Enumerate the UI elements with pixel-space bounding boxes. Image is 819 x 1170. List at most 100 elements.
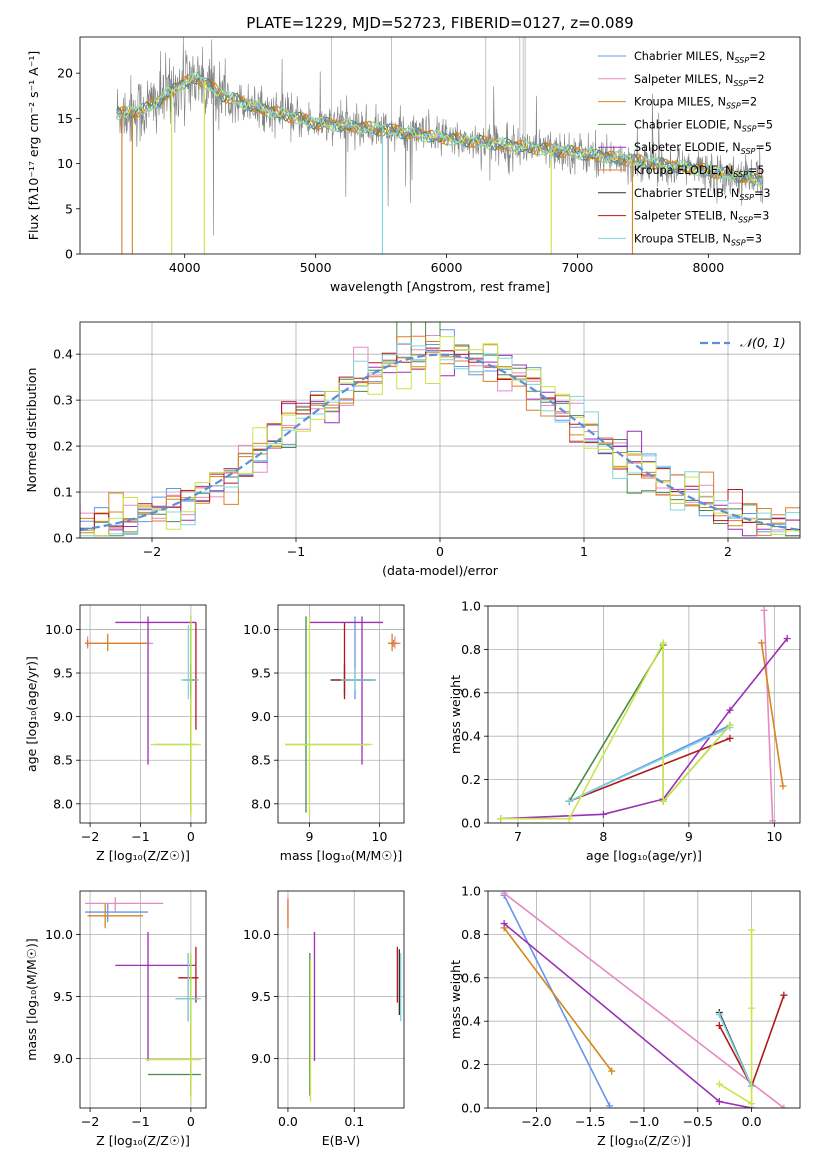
spectrum-axes: 4000 5000 6000 7000 8000 0 5 10 15 20 wavelength […	[26, 51, 724, 294]
residuals-frame	[79, 321, 801, 539]
legend-entry: Chabrier STELIB, NSSP=3	[634, 187, 771, 202]
y-tick-label: 1.0	[461, 599, 481, 614]
legend-entry: Salpeter ELODIE, NSSP=5	[634, 141, 772, 156]
residual-histograms	[80, 322, 800, 537]
weight-line	[500, 638, 788, 820]
y-axis-label: mass [log₁₀(M/M☉)]	[24, 938, 39, 1060]
y-tick-label: 0.0	[461, 1101, 481, 1116]
y-tick-label: 10.0	[243, 927, 271, 942]
x-tick-label: −1	[131, 829, 149, 844]
mass_vs_ebv-errorbars	[287, 897, 402, 1102]
x-tick-label: 7	[514, 829, 522, 844]
weight-line	[718, 1014, 753, 1087]
y-tick-label: 1.0	[461, 884, 481, 899]
spectrum-frame	[79, 36, 801, 255]
age_vs_z-errorbars	[85, 616, 201, 817]
weight-line	[568, 737, 731, 803]
legend-entry: 𝒩(0, 1)	[740, 335, 786, 350]
x-tick-label: −1	[287, 544, 305, 559]
x-tick-label: 5000	[300, 260, 332, 275]
x-tick-label: −2	[81, 1114, 99, 1129]
weight_vs_age-axes: 7 8 9 10 0.0 0.2 0.4 0.6 0.8 1.0 age [log₁₀(age/yr…	[448, 599, 800, 863]
weight_vs_age-frame	[487, 605, 801, 824]
y-tick-label: 9.5	[251, 989, 271, 1004]
age_vs_z-frame	[79, 604, 207, 824]
y-tick-label: 0.2	[461, 1057, 481, 1072]
y-tick-label: 8.5	[251, 753, 271, 768]
x-tick-label: −2	[143, 544, 161, 559]
x-tick-label: 8000	[692, 260, 724, 275]
x-tick-label: 10	[372, 829, 388, 844]
y-tick-label: 8.0	[53, 796, 73, 811]
y-tick-label: 9.0	[53, 709, 73, 724]
y-tick-label: 0.1	[53, 485, 73, 500]
legend-entry: Kroupa MILES, NSSP=2	[634, 96, 757, 111]
y-tick-label: 0.6	[461, 685, 481, 700]
weight_vs_age-lines	[497, 606, 791, 823]
y-tick-label: 15	[57, 111, 73, 126]
weight-line	[503, 894, 611, 1107]
weight-line	[503, 922, 752, 1108]
y-tick-label: 0.4	[53, 347, 73, 362]
y-tick-label: 0	[65, 247, 73, 262]
y-tick-label: 0.3	[53, 393, 73, 408]
y-tick-label: 10.0	[45, 927, 73, 942]
y-tick-label: 0.2	[53, 439, 73, 454]
legend-entry: Kroupa STELIB, NSSP=3	[634, 232, 762, 247]
y-axis-label: mass weight	[448, 960, 463, 1039]
weight-line	[760, 642, 784, 787]
weight-line	[503, 927, 613, 1072]
y-axis-label: Normed distribution	[24, 368, 39, 493]
x-tick-label: 2	[724, 544, 732, 559]
x-tick-label: −0.5	[683, 1114, 713, 1129]
x-tick-label: 10	[766, 829, 782, 844]
model-fit-line	[116, 72, 763, 187]
x-tick-label: 0.0	[742, 1114, 762, 1129]
mass_vs_z-errorbars	[85, 897, 201, 1102]
x-axis-label: Z [log₁₀(Z/Z☉)]	[96, 1133, 190, 1148]
legend-entry: Chabrier ELODIE, NSSP=5	[634, 118, 773, 133]
y-tick-label: 8.5	[53, 753, 73, 768]
y-tick-label: 9.5	[53, 989, 73, 1004]
x-tick-label: −2	[81, 829, 99, 844]
weight-line	[568, 726, 731, 803]
mass_vs_ebv-frame	[277, 890, 405, 1109]
weight_vs_z-lines	[500, 891, 788, 1108]
mass_vs_ebv-axes: 0.0 0.1 9.0 9.5 10.0 E(B-V)	[243, 891, 404, 1148]
x-tick-label: 7000	[562, 260, 594, 275]
x-tick-label: 0	[436, 544, 444, 559]
model-fit-line	[116, 75, 763, 184]
y-tick-label: 0.6	[461, 970, 481, 985]
y-tick-label: 0.0	[461, 816, 481, 831]
mass_vs_z-frame	[79, 890, 207, 1109]
model-fit-line	[116, 71, 763, 188]
x-axis-label: (data-model)/error	[382, 563, 499, 578]
x-tick-label: −1.5	[575, 1114, 605, 1129]
x-tick-label: −1.0	[629, 1114, 659, 1129]
y-tick-label: 10.0	[243, 622, 271, 637]
spectrum-legend: Chabrier MILES, NSSP=2 Salpeter MILES, NS…	[598, 50, 773, 247]
y-tick-label: 20	[57, 66, 73, 81]
legend-entry: Chabrier MILES, NSSP=2	[634, 50, 766, 65]
y-tick-label: 9.0	[53, 1051, 73, 1066]
y-tick-label: 8.0	[251, 796, 271, 811]
age_vs_mass-axes: 9 10 8.0 8.5 9.0 9.5 10.0 mass [log₁₀(M/M☉)]	[243, 605, 404, 863]
y-tick-label: 0.0	[53, 531, 73, 546]
weight-line	[718, 930, 753, 1106]
legend-entry: Salpeter STELIB, NSSP=3	[634, 210, 769, 225]
y-tick-label: 0.4	[461, 729, 481, 744]
x-axis-label: E(B-V)	[322, 1133, 361, 1148]
x-tick-label: 1	[580, 544, 588, 559]
y-axis-label: age [log₁₀(age/yr)]	[24, 656, 39, 772]
y-tick-label: 0.8	[461, 927, 481, 942]
y-tick-label: 10.0	[45, 622, 73, 637]
x-tick-label: 8	[599, 829, 607, 844]
x-tick-label: 9	[306, 829, 314, 844]
x-tick-label: 0.0	[278, 1114, 298, 1129]
age_vs_mass-errorbars	[285, 616, 401, 817]
x-tick-label: 9	[685, 829, 693, 844]
mass_vs_z-axes: −2 −1 0 9.0 9.5 10.0 Z [log₁₀(Z/Z☉)] mass [log₁…	[24, 891, 206, 1148]
residual-histogram-line	[80, 336, 800, 537]
x-tick-label: 0	[187, 1114, 195, 1129]
